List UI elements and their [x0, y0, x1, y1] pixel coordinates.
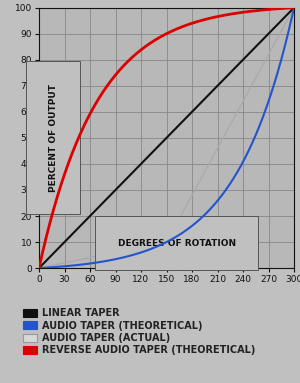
Legend: LINEAR TAPER, AUDIO TAPER (THEORETICAL), AUDIO TAPER (ACTUAL), REVERSE AUDIO TAP: LINEAR TAPER, AUDIO TAPER (THEORETICAL),… — [23, 308, 255, 355]
Text: DEGREES OF ROTATION: DEGREES OF ROTATION — [118, 239, 236, 248]
Text: PERCENT OF OUTPUT: PERCENT OF OUTPUT — [49, 84, 58, 192]
